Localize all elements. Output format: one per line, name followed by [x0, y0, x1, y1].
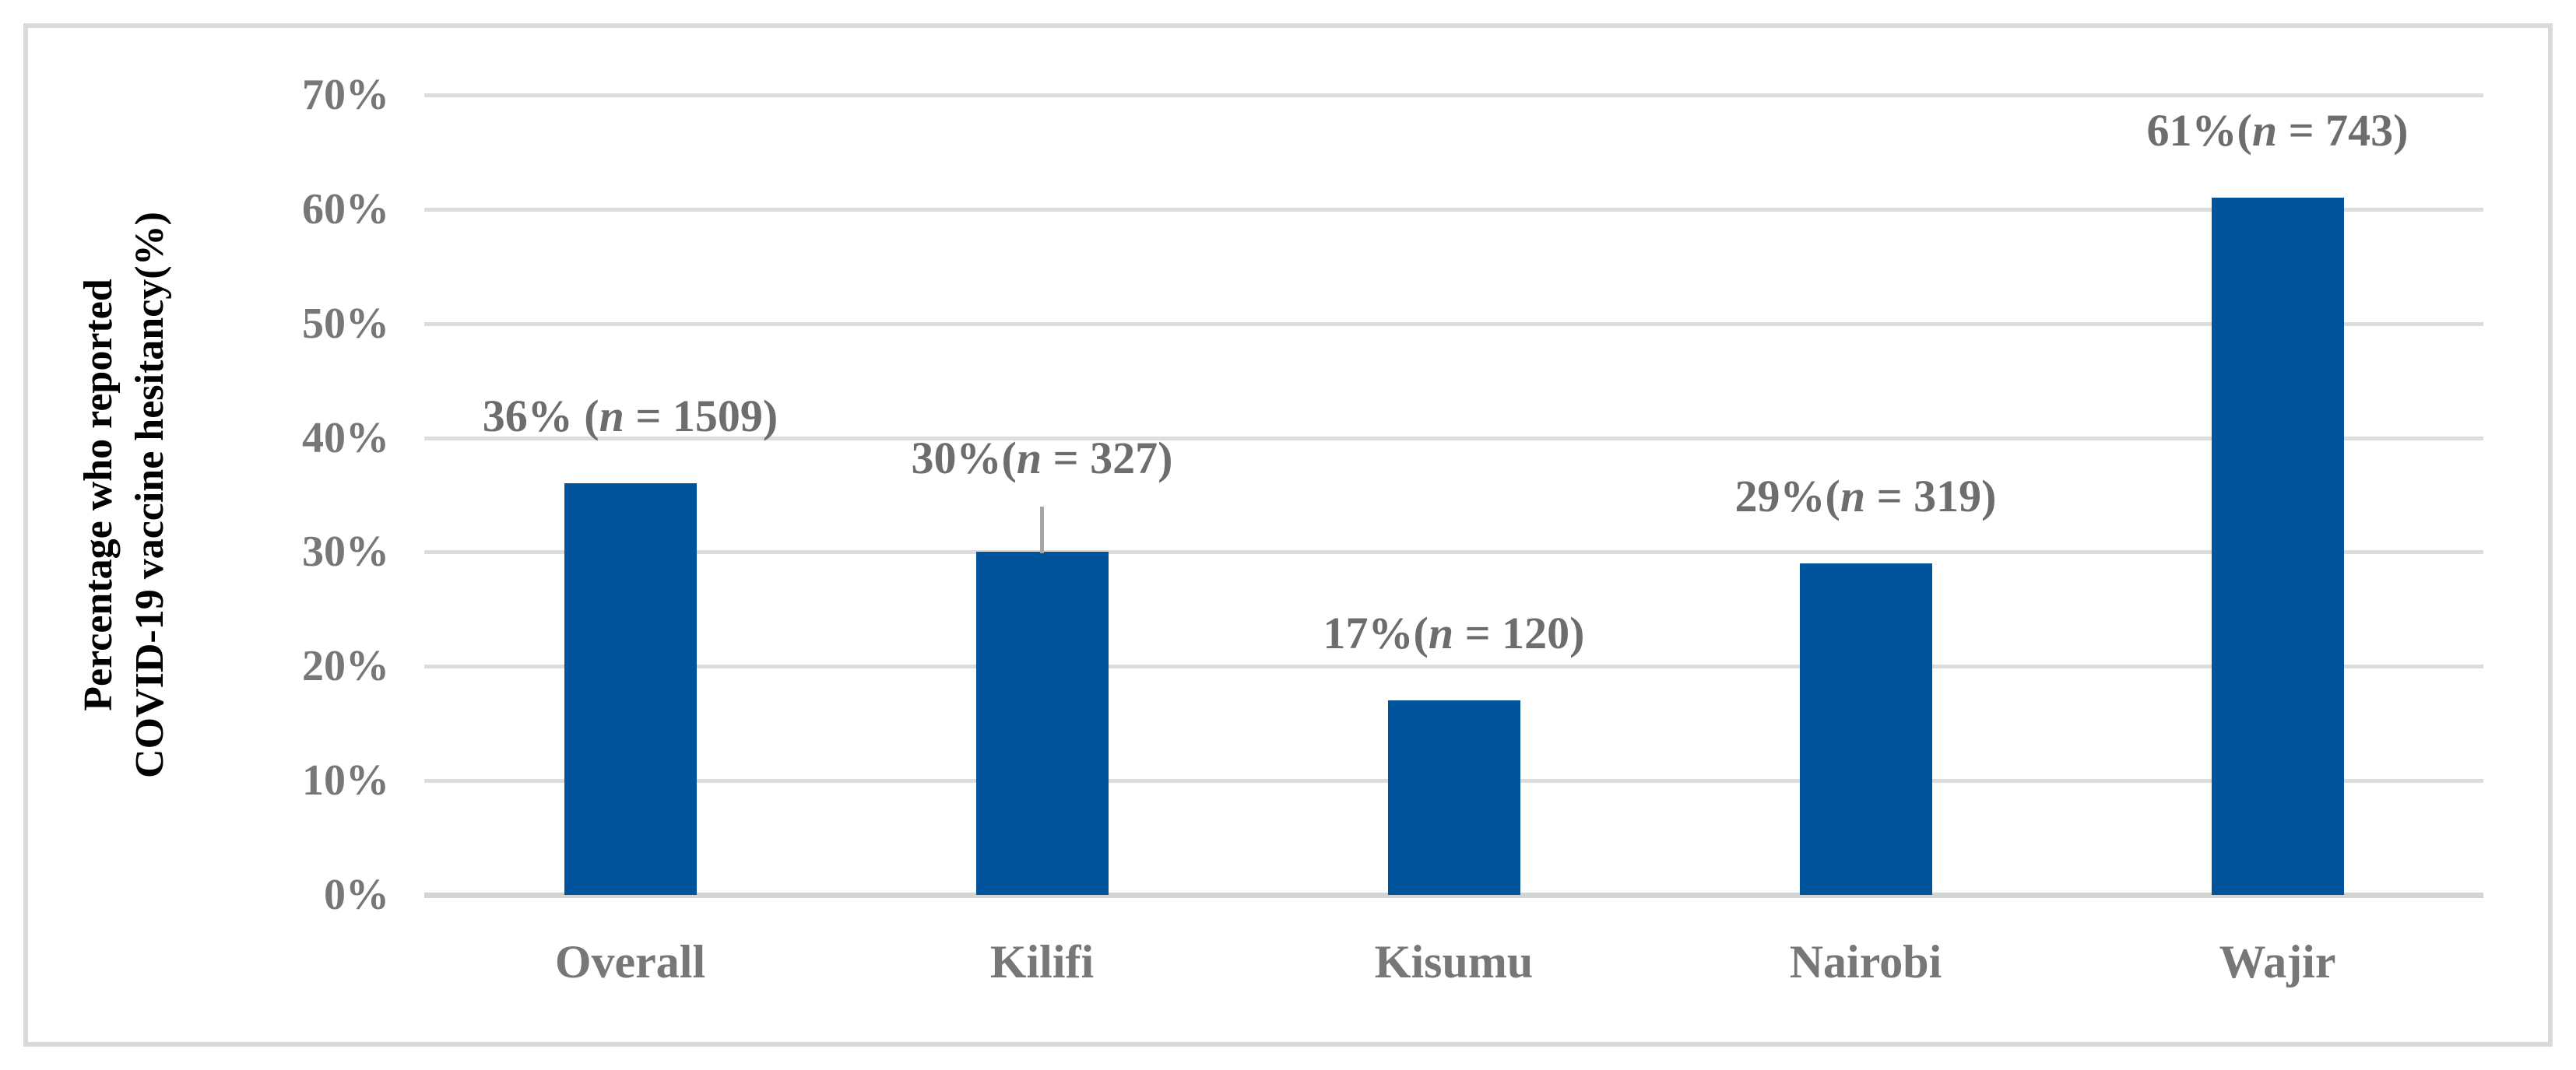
y-axis-tick-label: 60%	[302, 184, 389, 233]
gridline	[424, 550, 2483, 555]
gridline	[424, 93, 2483, 97]
gridline	[424, 207, 2483, 212]
x-axis-category-label: Kisumu	[1374, 936, 1534, 988]
bar-data-label: 61%(n = 743)	[2146, 105, 2409, 156]
x-axis-category-label: Wajir	[2219, 936, 2336, 988]
bar-data-label: 36% (n = 1509)	[482, 391, 778, 442]
gridline	[424, 321, 2483, 326]
figure-border	[23, 23, 2553, 1047]
bar-data-label: 29%(n = 319)	[1734, 471, 1997, 522]
y-axis-tick-label: 10%	[302, 756, 389, 805]
italic-n: n	[599, 391, 624, 442]
bar-kilifi	[975, 552, 1109, 895]
italic-n: n	[2251, 105, 2278, 156]
italic-n: n	[1016, 433, 1042, 484]
gridline	[424, 665, 2483, 669]
italic-n: n	[1840, 471, 1866, 522]
bar-data-label: 30%(n = 327)	[911, 433, 1173, 484]
bar-kisumu	[1387, 700, 1520, 895]
x-axis-line	[424, 893, 2483, 898]
y-axis-tick-label: 0%	[324, 871, 389, 919]
y-axis-tick-label: 70%	[302, 71, 389, 119]
bar-data-label: 17%(n = 120)	[1323, 608, 1585, 659]
x-axis-category-label: Kilifi	[989, 936, 1095, 988]
y-axis-tick-label: 50%	[302, 299, 389, 348]
y-axis-tick-label: 40%	[302, 413, 389, 462]
gridline	[424, 436, 2483, 440]
y-axis-tick-label: 30%	[302, 528, 389, 577]
y-axis-tick-label: 20%	[302, 642, 389, 691]
x-axis-category-label: Nairobi	[1789, 936, 1942, 988]
bar-nairobi	[1799, 563, 1932, 895]
bar-wajir	[2211, 198, 2344, 895]
italic-n: n	[1428, 608, 1454, 659]
x-axis-category-label: Overall	[554, 936, 706, 988]
bar-overall	[564, 483, 697, 895]
label-leader-line	[1040, 507, 1044, 554]
